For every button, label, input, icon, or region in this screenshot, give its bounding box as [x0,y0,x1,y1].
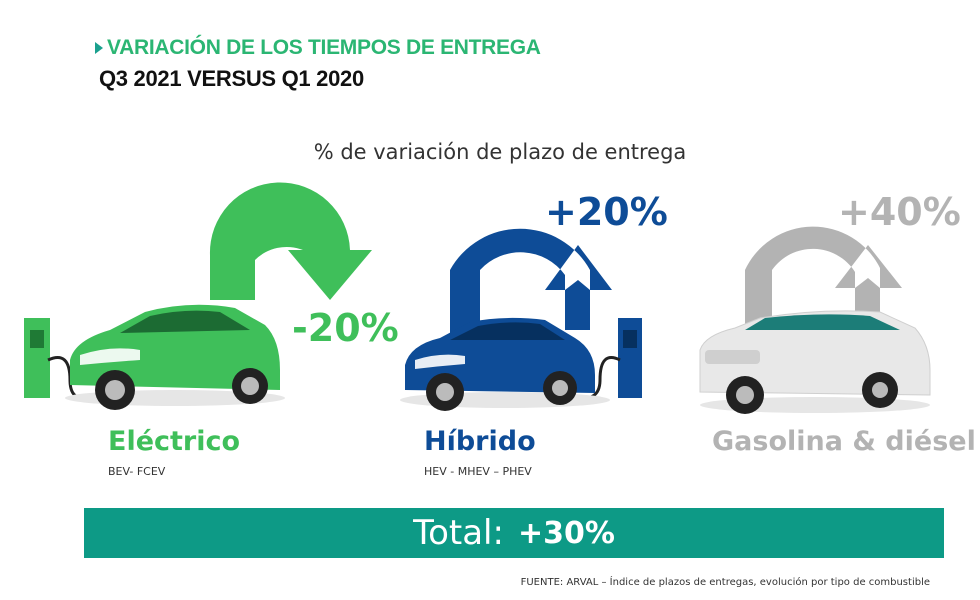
chart-title: VARIACIÓN DE LOS TIEMPOS DE ENTREGA [95,36,541,60]
category-subtitle-hybrid: HEV - MHEV – PHEV [424,465,532,478]
arrow-down-icon [209,182,372,300]
value-label-gasoline: +40% [838,190,961,234]
period-subtitle: Q3 2021 VERSUS Q1 2020 [99,66,364,91]
charger-icon [24,318,96,400]
title-text: VARIACIÓN DE LOS TIEMPOS DE ENTREGA [107,36,541,59]
arrow-up-icon [450,228,612,335]
gasoline-group [699,226,931,414]
value-label-hybrid: +20% [545,190,668,234]
header: VARIACIÓN DE LOS TIEMPOS DE ENTREGA Q3 2… [95,36,541,92]
charger-icon [574,318,642,401]
category-label-electric: Eléctrico [108,426,241,457]
title-triangle-icon [95,42,103,54]
category-subtitle-electric: BEV- FCEV [108,465,166,478]
car-icon [699,310,931,414]
total-bar: Total: +30% [84,508,944,558]
electric-group [24,182,372,410]
category-label-gasoline: Gasolina & diésel [712,426,976,457]
source-note: FUENTE: ARVAL – Índice de plazos de entr… [520,577,930,588]
chart-subtitle: % de variación de plazo de entrega [313,140,687,164]
value-label-electric: -20% [292,306,399,350]
total-label: Total: [413,513,504,553]
total-value: +30% [517,515,615,551]
car-icon [400,317,610,411]
arrow-up-icon [745,226,902,330]
category-label-hybrid: Híbrido [424,426,536,457]
car-icon [65,304,285,410]
hybrid-group [400,228,642,411]
